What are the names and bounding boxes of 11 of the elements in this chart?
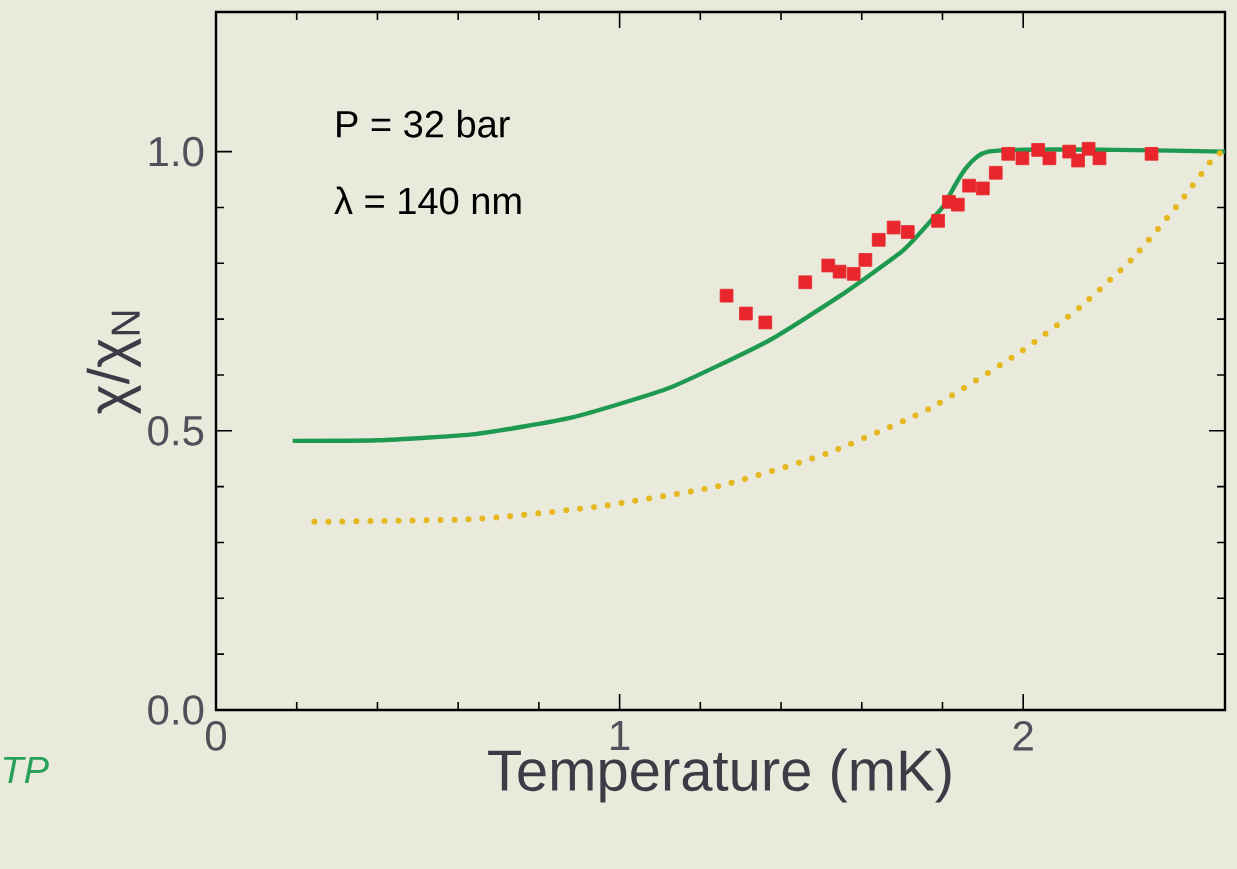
y-tick-label: 0.0 — [148, 695, 204, 725]
x-tick-label: 2 — [1013, 721, 1033, 751]
annotation: P = 32 bar — [337, 109, 510, 138]
y-tick-label: 1.0 — [149, 136, 204, 167]
x-tick-label: 0 — [205, 721, 227, 751]
annotation: λ = 140 nm — [334, 186, 521, 215]
text: TP — [3, 756, 49, 784]
x-tick-label: 1 — [611, 721, 630, 750]
y-tick-label: 0.5 — [148, 415, 204, 446]
x-axis-title: Temperature (mK) — [488, 748, 951, 803]
y-axis-title: χ/χ$_{N}$ — [86, 311, 141, 415]
